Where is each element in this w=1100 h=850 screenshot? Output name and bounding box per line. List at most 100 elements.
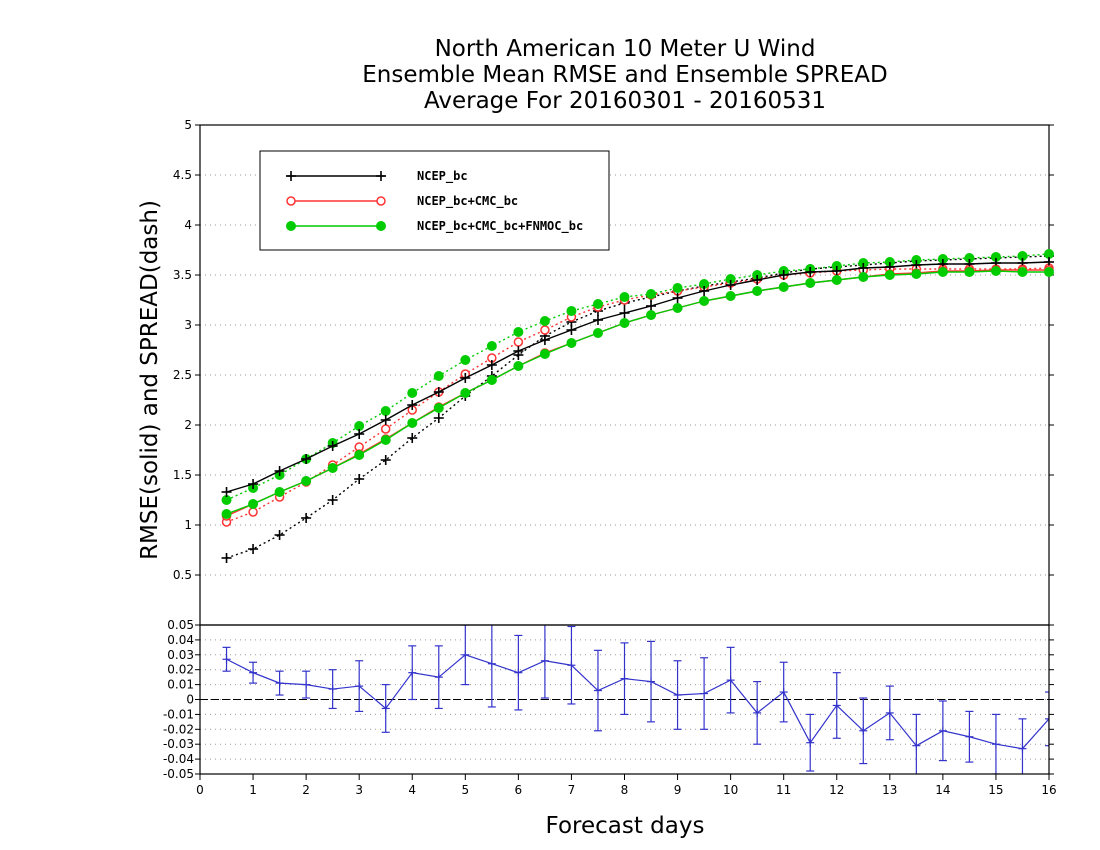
x-tick-label: 9 (674, 783, 682, 797)
filled-circle-marker (486, 341, 497, 351)
filled-circle-marker (221, 509, 232, 519)
filled-circle-marker (672, 303, 683, 313)
filled-circle-marker (301, 476, 312, 486)
plus-marker (376, 171, 386, 181)
series-rmse-1 (221, 265, 1054, 521)
x-tick-label: 5 (461, 783, 469, 797)
difference-point (514, 668, 523, 677)
plus-marker (354, 429, 365, 439)
filled-circle-marker (646, 310, 657, 320)
chart-title-line-1: North American 10 Meter U Wind (434, 36, 816, 62)
plus-marker (221, 487, 232, 497)
y-tick-label-bottom: 0.05 (167, 618, 194, 632)
y-axis-label: RMSE(solid) and SPREAD(dash) (137, 200, 163, 560)
difference-series (222, 625, 1049, 774)
difference-point (726, 676, 735, 685)
legend-entry: NCEP_bc (286, 169, 468, 184)
plus-marker (699, 286, 710, 296)
filled-circle-marker (566, 306, 577, 316)
x-tick-label: 0 (196, 783, 204, 797)
rmse-line (226, 270, 1049, 515)
filled-circle-marker (539, 316, 550, 326)
x-tick-label: 6 (515, 783, 523, 797)
plus-marker (752, 275, 763, 285)
difference-panel: -0.05-0.04-0.03-0.02-0.0100.010.020.030.… (163, 618, 1054, 781)
plus-marker (274, 530, 285, 540)
rmse-line (226, 261, 1050, 493)
legend-entry: NCEP_bc+CMC_bc+FNMOC_bc (286, 219, 583, 234)
chart-title: North American 10 Meter U Wind Ensemble … (200, 36, 1050, 114)
x-tick-label: 14 (935, 783, 950, 797)
difference-point (222, 655, 231, 664)
difference-point (991, 740, 1000, 749)
legend: NCEP_bc NCEP_bc+CMC_bc NCEP_bc+CMC_bc+FNMO… (259, 150, 610, 251)
y-tick-label: 4.5 (173, 168, 192, 182)
x-axis: 0 1 2 3 4 5 6 7 8 9 10 11 12 13 14 15 16 (196, 774, 1057, 797)
difference-point (567, 661, 576, 670)
y-tick-label: 0.5 (173, 568, 192, 582)
filled-circle-marker (460, 388, 471, 398)
x-tick-label: 12 (829, 783, 844, 797)
open-circle-marker (376, 196, 386, 206)
difference-point (779, 688, 788, 697)
plus-marker (301, 454, 312, 464)
difference-point (487, 659, 496, 668)
x-tick-label: 4 (408, 783, 416, 797)
plus-marker (486, 360, 497, 370)
difference-point (381, 704, 390, 713)
filled-circle-marker (805, 278, 816, 288)
difference-point (355, 682, 364, 691)
filled-circle-marker (1017, 267, 1028, 277)
difference-point (965, 732, 974, 741)
plus-marker (354, 474, 365, 484)
plus-marker (380, 455, 391, 465)
y-tick-label-bottom: -0.01 (163, 707, 194, 721)
x-tick-label: 16 (1041, 783, 1056, 797)
filled-circle-marker (248, 499, 259, 509)
y-tick-label-bottom: -0.02 (163, 722, 194, 736)
filled-circle-marker (380, 435, 391, 445)
x-tick-label: 11 (776, 783, 791, 797)
chart-title-line-2: Ensemble Mean RMSE and Ensemble SPREAD (362, 62, 888, 88)
legend-label: NCEP_bc+CMC_bc+FNMOC_bc (417, 219, 583, 234)
filled-circle-marker (831, 275, 842, 285)
plus-marker (460, 373, 471, 383)
y-tick-label-bottom: 0.03 (167, 648, 194, 662)
difference-point (885, 708, 894, 717)
chart-title-line-3: Average For 20160301 - 20160531 (423, 88, 827, 114)
plus-marker (778, 270, 789, 280)
rmse-spread-panel: 0.5 1 1.5 2 2.5 3 3.5 4 4.5 5 (173, 118, 1054, 626)
open-circle-marker (513, 337, 524, 347)
filled-circle-marker (376, 221, 386, 231)
open-circle-marker (286, 196, 296, 206)
plus-marker (327, 495, 338, 505)
filled-circle-marker (672, 283, 683, 293)
plus-marker (248, 479, 259, 489)
difference-point (859, 726, 868, 735)
difference-point (593, 686, 602, 695)
plus-marker (327, 441, 338, 451)
difference-point (620, 674, 629, 683)
plus-marker (407, 433, 418, 443)
difference-point (540, 656, 549, 665)
filled-circle-marker (433, 371, 444, 381)
plus-marker (221, 553, 232, 563)
filled-circle-marker (592, 328, 603, 338)
plus-marker (301, 513, 312, 523)
filled-circle-marker (274, 487, 285, 497)
plus-marker (592, 315, 603, 325)
difference-point (275, 679, 284, 688)
filled-circle-marker (752, 286, 763, 296)
plus-marker (619, 308, 630, 318)
y-tick-label: 3.5 (173, 268, 192, 282)
filled-circle-marker (286, 221, 296, 231)
plus-marker (672, 293, 683, 303)
series-rmse-2 (221, 266, 1054, 519)
y-tick-label-bottom: -0.04 (163, 752, 194, 766)
filled-circle-marker (964, 267, 975, 277)
open-circle-marker (380, 424, 391, 434)
filled-circle-marker (619, 292, 630, 302)
difference-point (461, 650, 470, 659)
filled-circle-marker (407, 418, 418, 428)
